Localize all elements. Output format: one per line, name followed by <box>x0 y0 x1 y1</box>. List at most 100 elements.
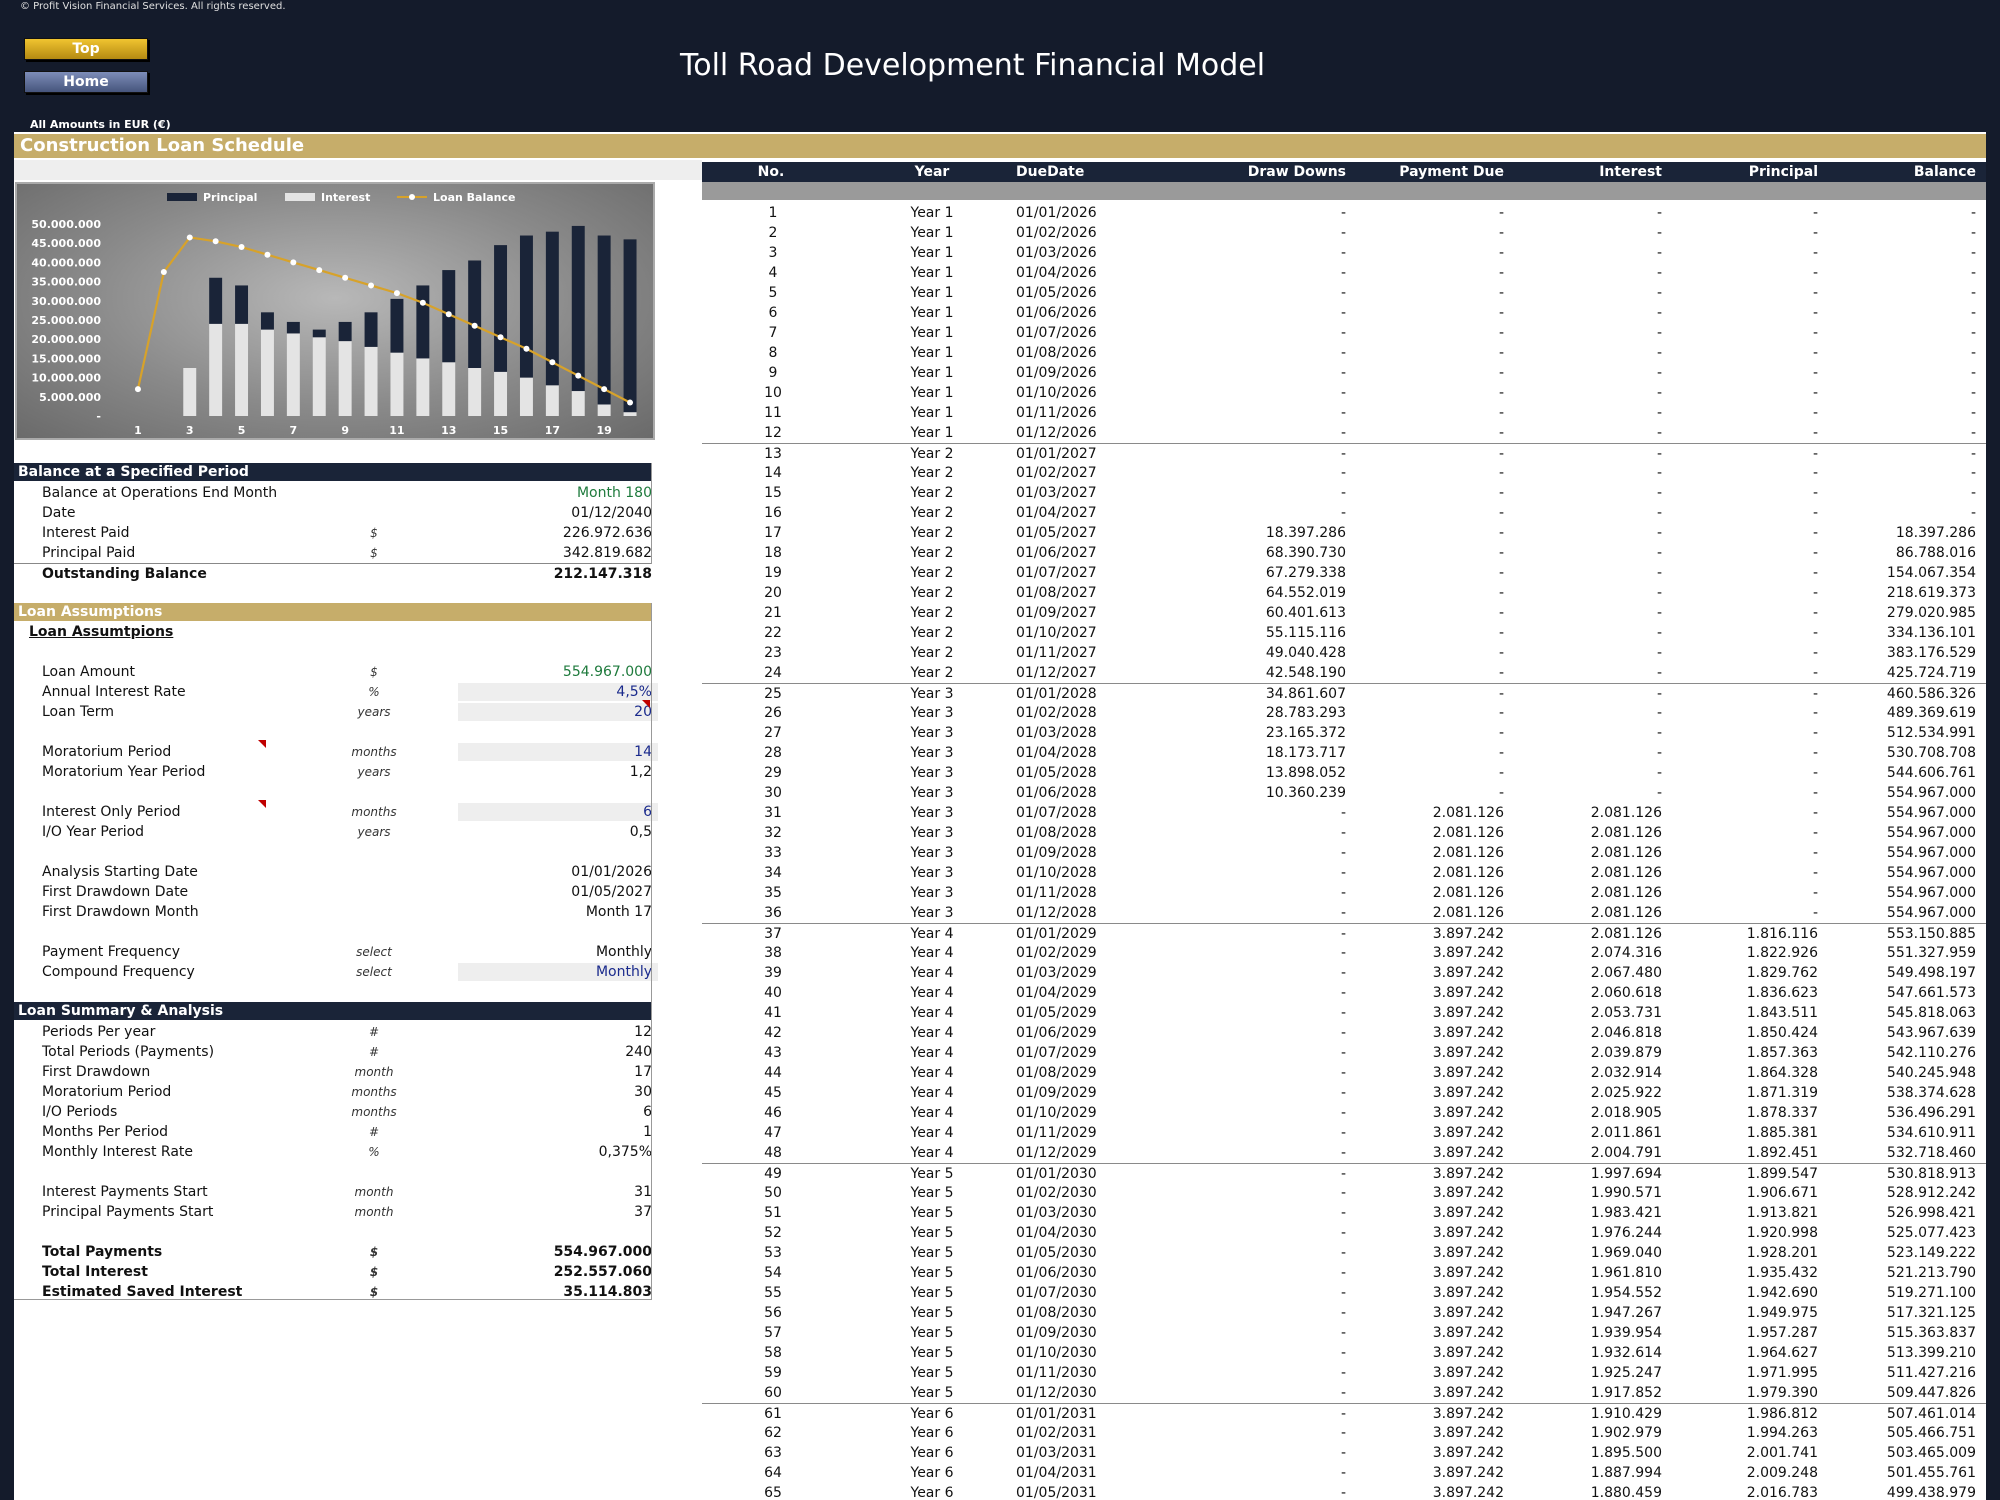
cell-due-date: 01/12/2026 <box>1016 425 1097 441</box>
cell-principal: 1.942.690 <box>1746 1285 1818 1301</box>
cell-principal: - <box>1812 405 1818 421</box>
cell-principal: - <box>1812 865 1818 881</box>
cell-due-date: 01/02/2031 <box>1016 1425 1097 1441</box>
cell-balance: 554.967.000 <box>1886 825 1976 841</box>
table-row: 34 Year 3 01/10/2028 - 2.081.126 2.081.126 - 55… <box>702 863 1986 883</box>
cell-balance: 554.967.000 <box>1886 805 1976 821</box>
interest-bar <box>597 404 611 416</box>
annual-rate-row-value[interactable]: 4,5% <box>458 683 658 701</box>
table-row: 6 Year 1 01/06/2026 - - - - - <box>702 303 1986 323</box>
cell-no: 7 <box>768 325 778 341</box>
cell-year: Year 2 <box>910 605 954 621</box>
cell-no: 1 <box>768 205 778 221</box>
cell-payment-due: 3.897.242 <box>1432 985 1504 1001</box>
y-tick-label: 25.000.000 <box>31 314 101 327</box>
table-row: 12 Year 1 01/12/2026 - - - - - <box>702 423 1986 443</box>
cell-due-date: 01/03/2026 <box>1016 245 1097 261</box>
cell-year: Year 5 <box>910 1185 954 1201</box>
cell-payment-due: 3.897.242 <box>1432 1185 1504 1201</box>
cell-interest: - <box>1656 605 1662 621</box>
cell-draw-down: - <box>1340 385 1346 401</box>
cell-due-date: 01/08/2029 <box>1016 1065 1097 1081</box>
cell-draw-down: - <box>1340 505 1346 521</box>
loan-term-row-value[interactable]: 20 <box>458 703 658 721</box>
cell-due-date: 01/05/2028 <box>1016 765 1097 781</box>
cell-draw-down: - <box>1340 225 1346 241</box>
cell-draw-down: - <box>1340 985 1346 1001</box>
y-tick-label: 10.000.000 <box>31 372 101 385</box>
cell-year: Year 2 <box>910 545 954 561</box>
cell-due-date: 01/09/2029 <box>1016 1085 1097 1101</box>
y-tick-label: 50.000.000 <box>31 218 101 231</box>
cell-no: 14 <box>764 465 782 481</box>
cell-payment-due: - <box>1498 686 1504 702</box>
cell-interest: 1.997.694 <box>1590 1166 1662 1182</box>
table-row: 23 Year 2 01/11/2027 49.040.428 - - - 383.176.5… <box>702 643 1986 663</box>
interest-start-row-label: Interest Payments Start <box>42 1184 208 1200</box>
first-drawdown-row-unit: month <box>354 1065 394 1079</box>
cell-due-date: 01/08/2030 <box>1016 1305 1097 1321</box>
cell-interest: - <box>1656 225 1662 241</box>
cell-principal: - <box>1812 785 1818 801</box>
saved-interest-row-value: 35.114.803 <box>563 1284 652 1300</box>
cell-payment-due: 3.897.242 <box>1432 1406 1504 1422</box>
cell-interest: 2.081.126 <box>1590 926 1662 942</box>
cell-year: Year 4 <box>910 926 954 942</box>
analysis-start-row-label: Analysis Starting Date <box>42 864 198 880</box>
table-row: 52 Year 5 01/04/2030 - 3.897.242 1.976.244 1.9… <box>702 1223 1986 1243</box>
cell-interest: - <box>1656 365 1662 381</box>
cell-interest: 1.939.954 <box>1590 1325 1662 1341</box>
loan-balance-point <box>134 386 141 393</box>
cell-no: 58 <box>764 1345 782 1361</box>
cell-year: Year 1 <box>910 385 954 401</box>
compound-frequency-row-value[interactable]: Monthly <box>458 963 658 981</box>
balance-panel-title: Balance at a Specified Period <box>14 463 652 481</box>
cell-draw-down: 67.279.338 <box>1265 565 1346 581</box>
cell-balance: 515.363.837 <box>1886 1325 1976 1341</box>
cell-due-date: 01/07/2026 <box>1016 325 1097 341</box>
cell-year: Year 1 <box>910 305 954 321</box>
comment-flag[interactable] <box>642 700 650 708</box>
table-row: 33 Year 3 01/09/2028 - 2.081.126 2.081.126 - 55… <box>702 843 1986 863</box>
cell-no: 6 <box>768 305 778 321</box>
cell-interest: 2.032.914 <box>1590 1065 1662 1081</box>
cell-year: Year 6 <box>910 1425 954 1441</box>
cell-no: 10 <box>764 385 782 401</box>
cell-balance: 538.374.628 <box>1886 1085 1976 1101</box>
comment-flag[interactable] <box>258 740 266 748</box>
cell-draw-down: - <box>1340 926 1346 942</box>
cell-draw-down: - <box>1340 465 1346 481</box>
interest-bar <box>442 362 456 416</box>
top-button[interactable]: Top <box>24 38 148 60</box>
cell-draw-down: 64.552.019 <box>1265 585 1346 601</box>
loan-balance-point <box>601 386 608 393</box>
x-tick-label: 1 <box>134 424 142 437</box>
cell-payment-due: 3.897.242 <box>1432 1005 1504 1021</box>
cell-balance: 503.465.009 <box>1886 1445 1976 1461</box>
y-tick-label: 20.000.000 <box>31 333 101 346</box>
x-tick-label: 5 <box>238 424 246 437</box>
cell-due-date: 01/11/2028 <box>1016 885 1097 901</box>
cell-balance: 532.718.460 <box>1886 1145 1976 1161</box>
cell-due-date: 01/06/2026 <box>1016 305 1097 321</box>
cell-payment-due: 3.897.242 <box>1432 1425 1504 1441</box>
cell-interest: - <box>1656 245 1662 261</box>
cell-year: Year 2 <box>910 585 954 601</box>
cell-principal: - <box>1812 545 1818 561</box>
interest-only-row-value[interactable]: 6 <box>458 803 658 821</box>
cell-no: 35 <box>764 885 782 901</box>
balance-date-row-value: 01/12/2040 <box>571 505 652 521</box>
months-per-period-row-unit: # <box>368 1125 380 1139</box>
moratorium-year-row: Moratorium Year Period years 1,2 <box>14 762 652 782</box>
home-button[interactable]: Home <box>24 71 148 93</box>
cell-interest: - <box>1656 705 1662 721</box>
io-year-row-label: I/O Year Period <box>42 824 145 840</box>
principal-bar <box>312 329 326 338</box>
cell-year: Year 1 <box>910 325 954 341</box>
moratorium-period-row-value[interactable]: 14 <box>458 743 658 761</box>
cell-year: Year 3 <box>910 725 954 741</box>
cell-balance: 530.708.708 <box>1886 745 1976 761</box>
comment-flag[interactable] <box>258 800 266 808</box>
cell-draw-down: - <box>1340 1245 1346 1261</box>
cell-principal: - <box>1812 485 1818 501</box>
